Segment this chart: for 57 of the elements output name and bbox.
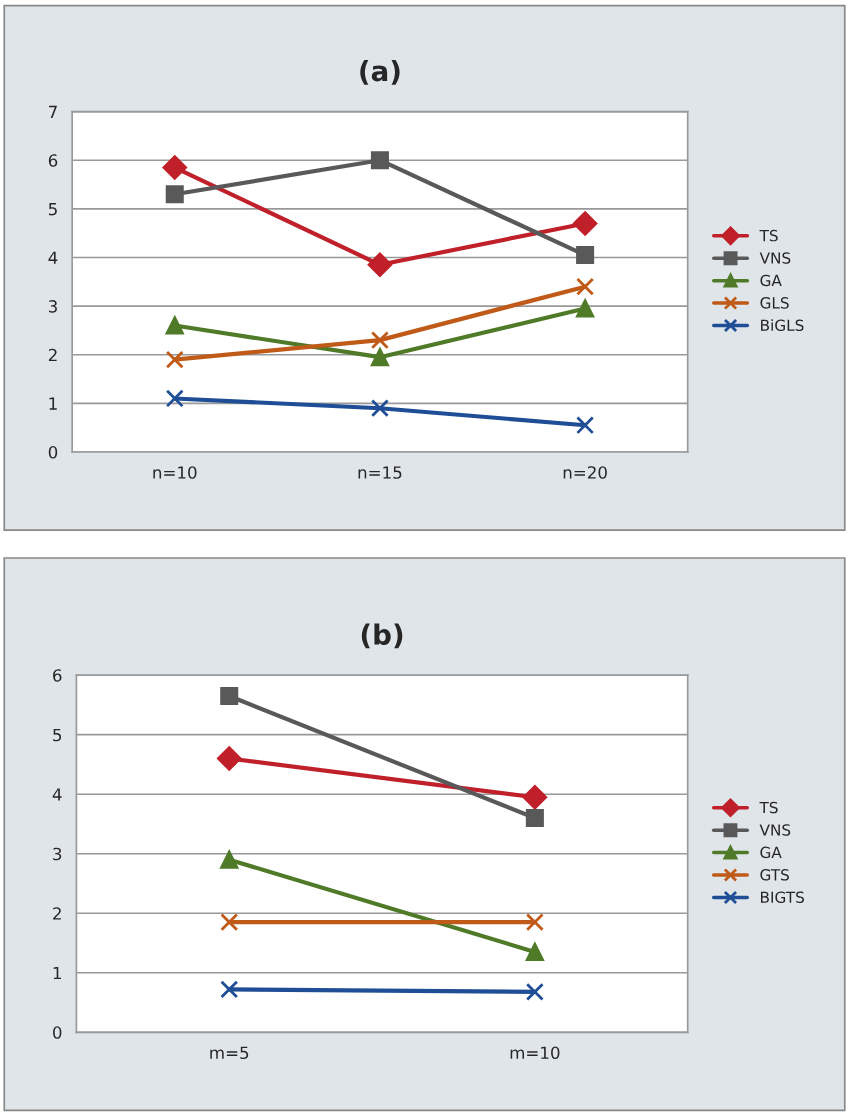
y-tick-label: 2	[53, 907, 61, 920]
point	[220, 913, 239, 932]
legend-label: TS	[759, 801, 778, 814]
x-tick-label: n=15	[358, 466, 402, 479]
point	[370, 151, 389, 170]
point	[162, 155, 187, 180]
y-tick-label: 0	[53, 1026, 62, 1039]
point	[576, 416, 595, 435]
point	[522, 785, 548, 810]
point	[525, 982, 544, 1001]
y-tick-label: 2	[48, 348, 57, 362]
y-tick-label: 1	[49, 397, 57, 410]
point	[220, 980, 239, 999]
legend-label: GA	[760, 274, 782, 287]
x-tick-label: n=10	[153, 466, 197, 479]
y-tick-label: 3	[48, 300, 57, 313]
y-tick-label: 6	[53, 669, 62, 682]
point	[576, 246, 595, 265]
point	[370, 399, 389, 418]
y-tick-label: 5	[48, 203, 57, 216]
point	[220, 686, 239, 706]
legend-label: GA	[760, 846, 782, 859]
x-tick-label: m=10	[510, 1046, 560, 1060]
y-tick-label: 1	[53, 966, 61, 980]
legend-label: GLS	[760, 297, 789, 309]
legend-label: VNS	[759, 824, 791, 836]
point	[217, 746, 242, 771]
y-tick-label: 0	[48, 445, 58, 459]
y-tick-label: 7	[49, 105, 57, 118]
legend-label: BIGTS	[761, 891, 804, 904]
point	[165, 350, 184, 369]
y-tick-label: 4	[52, 788, 62, 801]
point	[370, 348, 389, 367]
point	[576, 277, 595, 296]
x-tick-label: m=5	[210, 1046, 249, 1060]
y-tick-label: 3	[53, 847, 62, 861]
legend-label: GTS	[760, 869, 789, 881]
x-tick-label: n=20	[563, 466, 607, 479]
y-tick-label: 5	[53, 728, 62, 742]
point	[165, 185, 184, 204]
chart-title: (a)	[360, 59, 400, 85]
legend-label: VNS	[759, 252, 791, 264]
chart-title: (b)	[361, 623, 403, 649]
legend-label: TS	[759, 229, 778, 242]
point	[165, 314, 185, 335]
legend-label: BiGLS	[761, 319, 804, 332]
y-tick-label: 6	[48, 154, 58, 167]
point	[575, 297, 595, 318]
point	[525, 809, 544, 828]
point	[165, 389, 184, 408]
point	[370, 331, 389, 350]
point	[525, 942, 544, 961]
point	[572, 211, 598, 236]
point	[220, 850, 239, 869]
point	[525, 913, 544, 932]
y-tick-label: 4	[48, 251, 58, 264]
point	[367, 252, 393, 277]
